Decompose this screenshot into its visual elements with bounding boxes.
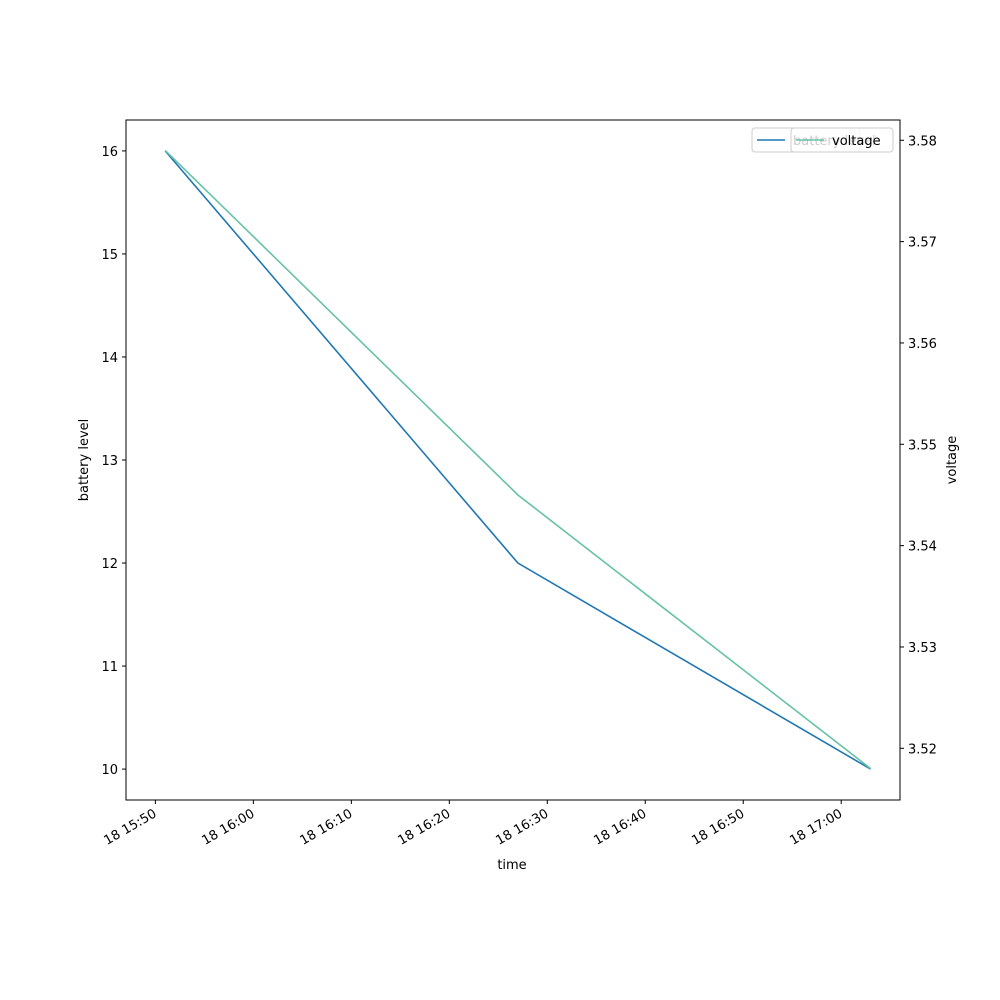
y2-tick-label: 3.55 bbox=[908, 438, 937, 453]
y2-tick-label: 3.52 bbox=[908, 742, 937, 757]
x-tick-label: 18 16:10 bbox=[297, 806, 355, 848]
y2-tick-label: 3.56 bbox=[908, 337, 937, 352]
y-tick-label: 16 bbox=[101, 145, 118, 160]
y2-tick-label: 3.54 bbox=[908, 540, 937, 555]
legend: voltage bbox=[790, 127, 894, 153]
legend-label: voltage bbox=[832, 134, 881, 149]
x-tick-label: 18 16:00 bbox=[200, 806, 258, 848]
y-tick-label: 14 bbox=[101, 351, 118, 366]
y2-tick-label: 3.53 bbox=[908, 641, 937, 656]
y-tick-label: 12 bbox=[101, 557, 118, 572]
x-tick-label: 18 16:40 bbox=[591, 806, 649, 848]
x-axis-label: time bbox=[497, 858, 526, 873]
y2-tick-label: 3.58 bbox=[908, 134, 937, 149]
x-tick-label: 18 17:00 bbox=[787, 806, 845, 848]
y-tick-label: 15 bbox=[101, 248, 118, 263]
x-tick-label: 18 16:50 bbox=[689, 806, 747, 848]
y-axis-label: battery level bbox=[77, 419, 92, 502]
x-tick-label: 18 16:30 bbox=[493, 806, 551, 848]
x-tick-label: 18 15:50 bbox=[102, 806, 160, 848]
y-tick-label: 10 bbox=[101, 763, 118, 778]
y-tick-label: 13 bbox=[101, 454, 118, 469]
line-series bbox=[164, 149, 872, 770]
y2-tick-label: 3.57 bbox=[908, 236, 937, 251]
legend-box bbox=[790, 127, 894, 153]
y-tick-label: 11 bbox=[101, 660, 118, 675]
x-tick-label: 18 16:20 bbox=[395, 806, 453, 848]
plot-frame bbox=[125, 119, 901, 801]
line-series bbox=[164, 150, 872, 770]
y2-axis-label: voltage bbox=[945, 436, 960, 485]
